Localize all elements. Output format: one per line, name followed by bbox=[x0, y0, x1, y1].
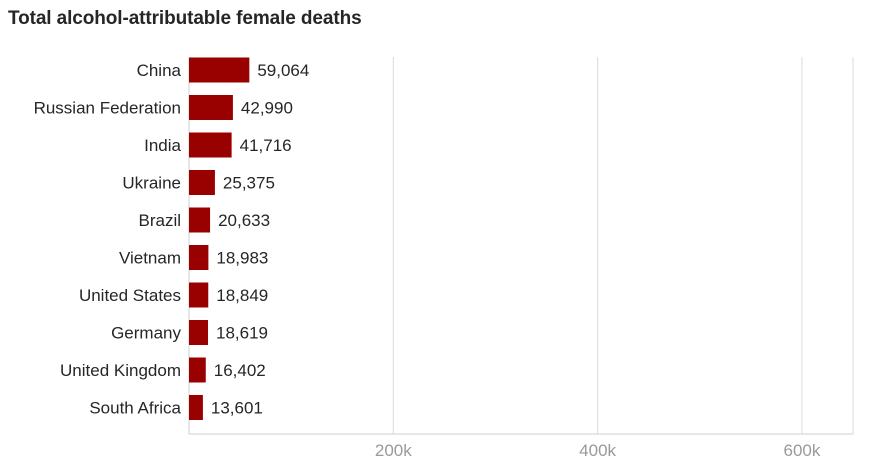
category-label: South Africa bbox=[89, 399, 181, 418]
value-label: 42,990 bbox=[241, 99, 293, 118]
bar bbox=[189, 57, 250, 83]
category-label: United States bbox=[79, 286, 181, 305]
value-label: 59,064 bbox=[257, 61, 309, 80]
category-label: India bbox=[144, 136, 181, 155]
chart-title: Total alcohol-attributable female deaths bbox=[8, 8, 362, 29]
value-label: 20,633 bbox=[218, 211, 270, 230]
bars bbox=[189, 57, 250, 420]
value-label: 13,601 bbox=[211, 399, 263, 418]
labels: China 59,064 Russian Federation 42,990 India… bbox=[34, 61, 310, 418]
category-label: Ukraine bbox=[122, 174, 181, 193]
category-label: Vietnam bbox=[119, 249, 181, 268]
value-label: 18,983 bbox=[216, 249, 268, 268]
x-tick-label: 600k bbox=[783, 441, 820, 460]
category-label: Brazil bbox=[138, 211, 181, 230]
bar bbox=[189, 132, 232, 158]
bar bbox=[189, 170, 215, 195]
bar bbox=[189, 395, 203, 420]
bar bbox=[189, 95, 233, 120]
value-label: 16,402 bbox=[214, 361, 266, 380]
bar bbox=[189, 357, 206, 383]
value-label: 25,375 bbox=[223, 174, 275, 193]
category-label: United Kingdom bbox=[60, 361, 181, 380]
value-label: 18,619 bbox=[216, 324, 268, 343]
bar bbox=[189, 245, 209, 270]
bar bbox=[189, 207, 211, 233]
grid-lines bbox=[392, 57, 854, 434]
x-tick-label: 200k bbox=[375, 441, 412, 460]
bar bbox=[189, 320, 209, 345]
category-label: Russian Federation bbox=[34, 99, 181, 118]
category-label: China bbox=[137, 61, 182, 80]
value-label: 18,849 bbox=[216, 286, 268, 305]
x-tick-label: 400k bbox=[579, 441, 616, 460]
bar bbox=[189, 282, 209, 308]
category-label: Germany bbox=[111, 324, 181, 343]
value-label: 41,716 bbox=[240, 136, 292, 155]
